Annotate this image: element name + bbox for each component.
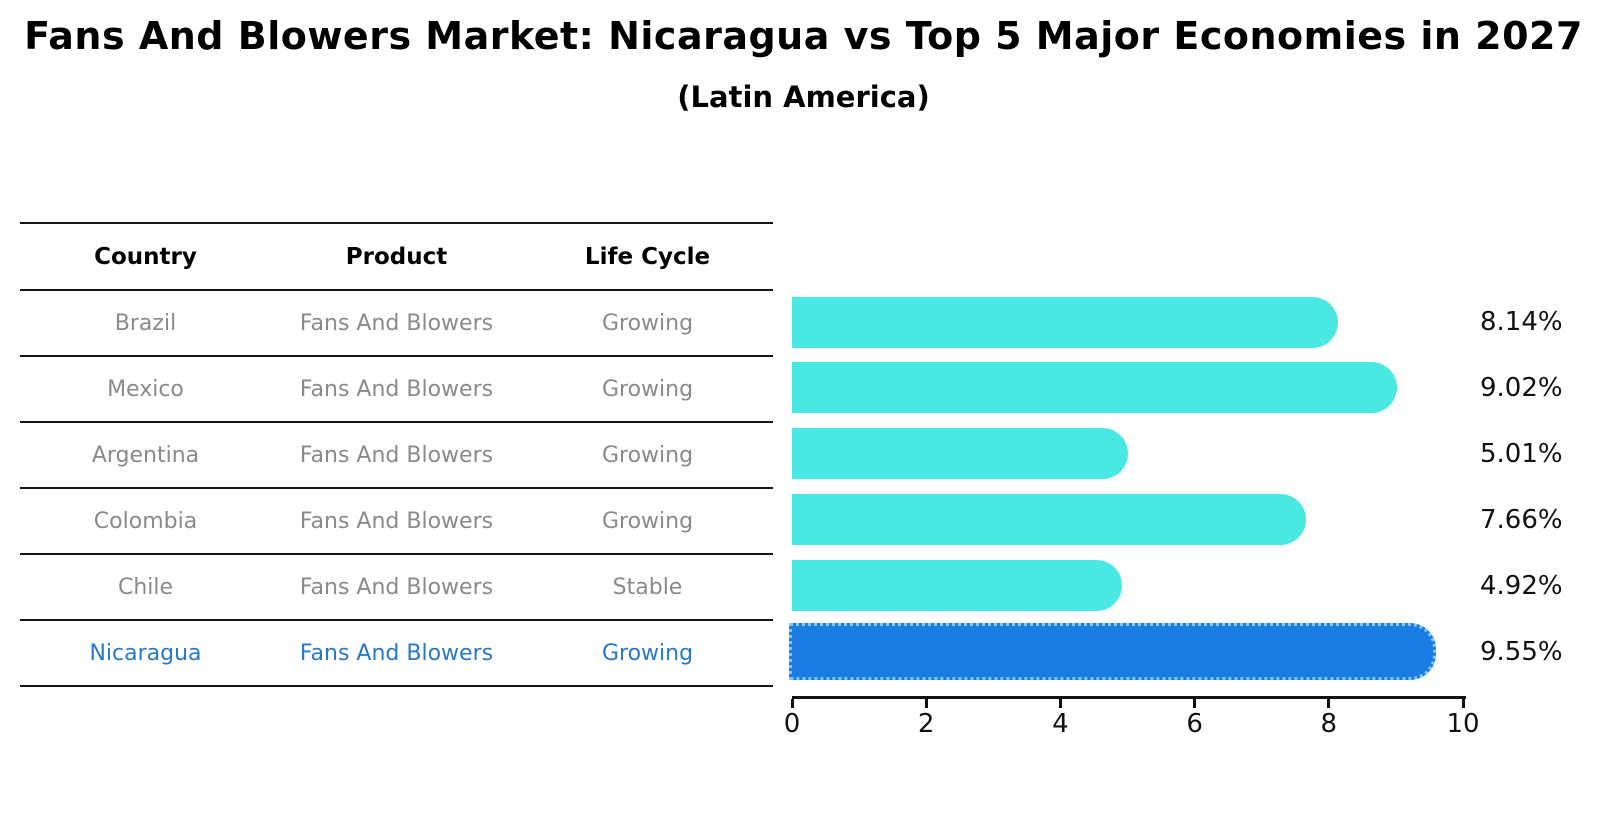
- x-axis-line: [792, 696, 1466, 699]
- table-row: Colombia Fans And Blowers Growing: [20, 489, 773, 555]
- table-body: Brazil Fans And Blowers Growing Mexico Fans …: [20, 291, 773, 687]
- bar: [792, 296, 1339, 348]
- x-axis-tick: [924, 699, 928, 708]
- table-cell: Colombia: [93, 508, 198, 534]
- table-cell: Growing: [601, 640, 694, 666]
- x-axis-tick: [1193, 699, 1197, 708]
- bar-value-label: 8.14%: [1480, 307, 1563, 337]
- table-cell: Chile: [117, 574, 174, 600]
- bar: [792, 362, 1398, 414]
- table-row: Chile Fans And Blowers Stable: [20, 555, 773, 621]
- table-cell: Fans And Blowers: [299, 376, 494, 402]
- x-axis-tick: [1461, 699, 1465, 708]
- table-cell: Mexico: [107, 376, 184, 402]
- table-row: Mexico Fans And Blowers Growing: [20, 357, 773, 423]
- table-cell: Argentina: [91, 442, 200, 468]
- x-axis-tick-label: 8: [1320, 709, 1338, 739]
- table-cell: Brazil: [114, 310, 177, 336]
- table-row: Nicaragua Fans And Blowers Growing: [20, 621, 773, 687]
- table-cell: Nicaragua: [89, 640, 202, 666]
- x-axis-tick-label: 0: [783, 709, 801, 739]
- table-cell: Growing: [601, 376, 694, 402]
- table-cell: Fans And Blowers: [299, 574, 494, 600]
- bar-value-label: 5.01%: [1480, 438, 1563, 469]
- table-row: Argentina Fans And Blowers Growing: [20, 423, 773, 489]
- x-axis-tick-label: 6: [1186, 709, 1203, 739]
- comparison-table: Country Product Life Cycle Brazil Fans An…: [20, 222, 773, 687]
- table-header-product: Product: [345, 243, 448, 270]
- table-header-country: Country: [94, 243, 197, 270]
- x-axis-tick-label: 10: [1446, 709, 1480, 739]
- x-axis-tick-label: 2: [917, 709, 935, 739]
- table-header-life-cycle: Life Cycle: [584, 243, 711, 270]
- table-cell: Fans And Blowers: [299, 508, 494, 534]
- bar-value-label: 9.55%: [1480, 636, 1563, 667]
- x-axis-tick: [1327, 699, 1331, 708]
- table-cell: Fans And Blowers: [299, 640, 494, 666]
- bar: [792, 560, 1123, 612]
- bar-value-label: 9.02%: [1480, 372, 1563, 403]
- table-cell: Fans And Blowers: [299, 310, 494, 336]
- table-row: Brazil Fans And Blowers Growing: [20, 291, 773, 357]
- x-axis-tick-label: 4: [1052, 709, 1069, 739]
- page-title: Fans And Blowers Market: Nicaragua vs To…: [24, 14, 1583, 58]
- bar-value-label: 4.92%: [1480, 570, 1563, 601]
- page-subtitle: (Latin America): [677, 80, 930, 114]
- table-cell: Growing: [601, 442, 694, 468]
- x-axis-tick: [790, 699, 794, 708]
- x-axis-tick: [1058, 699, 1062, 708]
- table-header-row: Country Product Life Cycle: [20, 224, 773, 291]
- bar-highlight: [789, 623, 1436, 680]
- table-cell: Stable: [612, 574, 683, 600]
- bar: [792, 494, 1306, 546]
- table-cell: Fans And Blowers: [299, 442, 494, 468]
- bar-value-label: 7.66%: [1480, 504, 1563, 535]
- table-cell: Growing: [601, 508, 694, 534]
- table-cell: Growing: [601, 310, 694, 336]
- bar: [792, 428, 1129, 480]
